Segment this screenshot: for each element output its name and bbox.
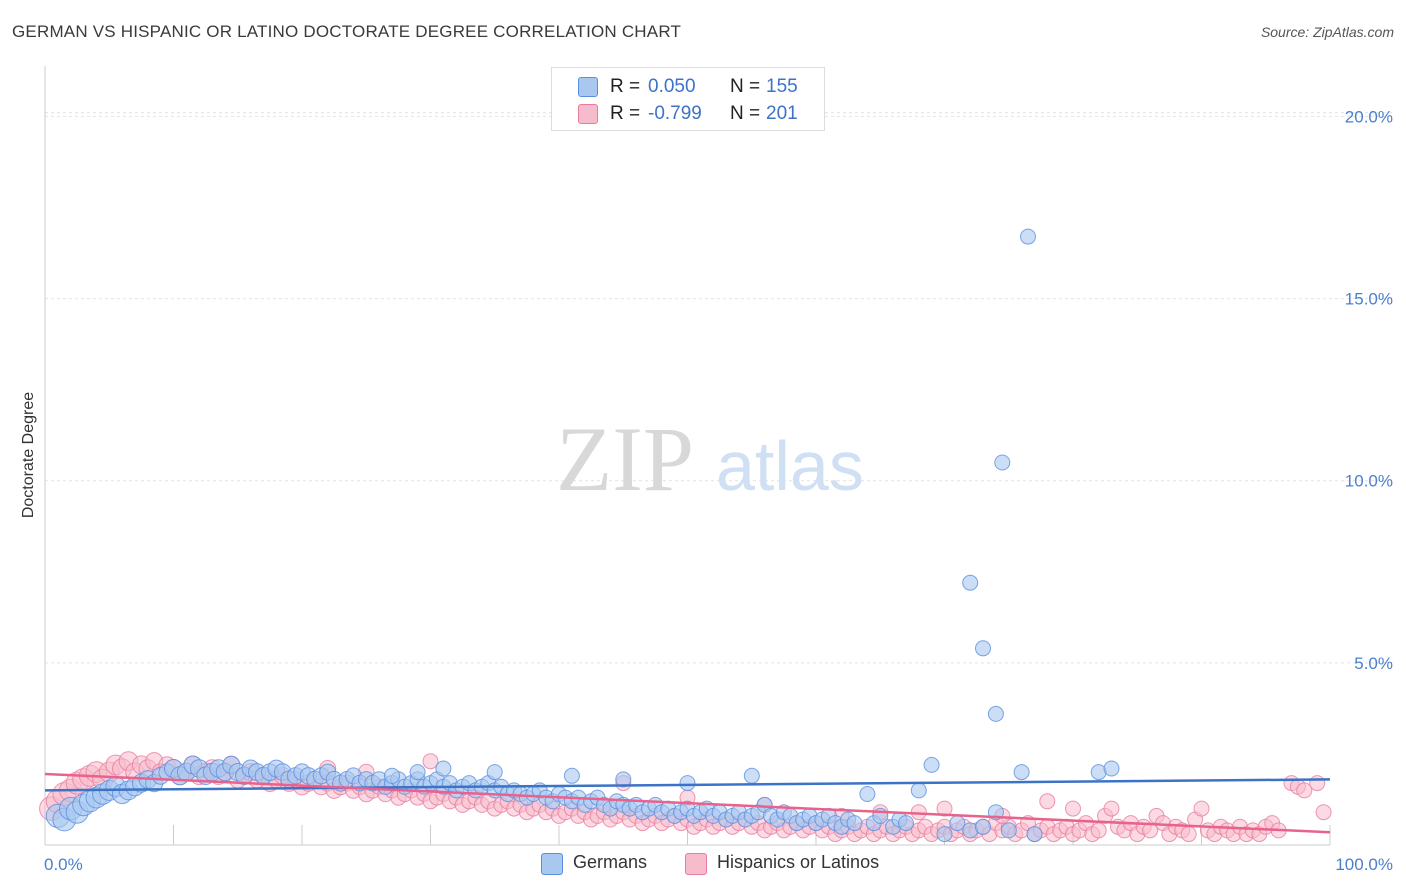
legend-r-value-hispanics: -0.799 [648, 103, 702, 124]
legend-n-value-germans: 155 [766, 76, 798, 97]
legend-row-germans: R = 0.050 N = 155 [552, 74, 824, 100]
watermark-zip: ZIP [556, 408, 694, 510]
y-tick-label: 10.0% [1345, 472, 1393, 491]
source-label: Source: ZipAtlas.com [1260, 24, 1394, 40]
germans-point [987, 705, 1004, 722]
bottom-legend-swatch-hispanics [685, 853, 707, 875]
germans-point [962, 574, 979, 591]
series-germans-points [45, 228, 1120, 843]
bottom-legend-label-germans: Germans [573, 852, 648, 872]
hispanics-point [1065, 800, 1081, 817]
hispanics-point [1193, 800, 1210, 817]
bottom-legend-label-hispanics: Hispanics or Latinos [717, 852, 880, 872]
watermark-atlas: atlas [716, 427, 864, 505]
hispanics-point [1090, 822, 1107, 839]
legend-swatch-hispanics [578, 104, 598, 124]
y-axis-label: Doctorate Degree [20, 392, 37, 518]
legend-row-hispanics: R = -0.799 N = 201 [552, 101, 824, 127]
germans-point [1013, 764, 1030, 781]
legend-r-label: R = [610, 76, 641, 97]
tick-labels: 5.0% 10.0% 15.0% 20.0% 0.0% 100.0% [44, 107, 1393, 874]
legend-n-label: N = [730, 76, 761, 97]
grid-lines [45, 112, 1392, 664]
x-tick-label-max: 100.0% [1335, 855, 1393, 874]
germans-point [563, 767, 580, 784]
hispanics-point [1296, 782, 1313, 799]
germans-trend-line [44, 778, 1331, 792]
germans-point [975, 818, 991, 835]
germans-point [1000, 822, 1017, 839]
legend-r-value-germans: 0.050 [648, 76, 696, 97]
legend-n-value-hispanics: 201 [766, 103, 798, 124]
legend-r-label: R = [610, 103, 641, 124]
y-tick-label: 15.0% [1345, 290, 1393, 309]
trend-lines [44, 772, 1331, 834]
germans-point [994, 454, 1011, 471]
germans-point [910, 782, 927, 799]
hispanics-point [1103, 800, 1120, 817]
germans-point [846, 815, 863, 832]
hispanics-point [1039, 793, 1056, 810]
germans-point [1020, 228, 1036, 245]
germans-point [383, 767, 401, 784]
watermark: ZIP atlas [556, 408, 864, 510]
germans-point [859, 786, 876, 802]
germans-point [923, 756, 940, 773]
hispanics-point [936, 800, 953, 817]
germans-point [975, 640, 991, 657]
germans-point [1103, 760, 1120, 777]
hispanics-point [1180, 826, 1197, 843]
germans-point [898, 815, 914, 832]
legend-swatch-germans [578, 77, 598, 97]
hispanics-point [1309, 775, 1326, 792]
germans-point [409, 764, 426, 781]
germans-point [743, 767, 760, 784]
germans-point [679, 775, 696, 792]
hispanics-point [1315, 804, 1332, 821]
hispanics-trend-line [44, 772, 1331, 834]
germans-point [486, 764, 503, 781]
bottom-legend-swatch-germans [541, 853, 563, 875]
legend-n-label: N = [730, 103, 761, 124]
chart-title: GERMAN VS HISPANIC OR LATINO DOCTORATE D… [12, 22, 682, 41]
y-tick-label: 5.0% [1354, 654, 1393, 673]
germans-point [1026, 826, 1043, 843]
axes [44, 66, 1331, 846]
y-tick-label: 20.0% [1345, 107, 1393, 126]
germans-point [936, 826, 953, 843]
x-tick-label-min: 0.0% [44, 855, 83, 874]
hispanics-point [422, 753, 439, 770]
bottom-legend: Germans Hispanics or Latinos [0, 852, 1406, 878]
legend: R = 0.050 N = 155 R = -0.799 N = 201 [551, 67, 825, 131]
germans-point [615, 771, 632, 788]
germans-point [435, 760, 452, 777]
